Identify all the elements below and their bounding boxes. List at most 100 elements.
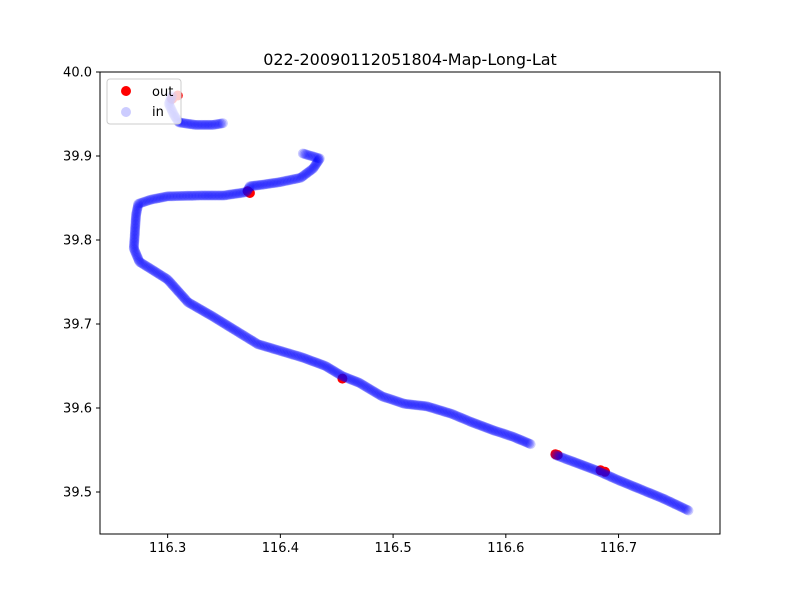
data-point-in	[636, 484, 647, 495]
y-tick-label: 39.6	[63, 402, 92, 417]
data-point-in	[634, 483, 645, 494]
data-point-out	[600, 466, 610, 477]
data-point-in	[656, 492, 666, 503]
data-point-in	[281, 347, 291, 358]
data-point-in	[675, 501, 686, 512]
data-point-in	[228, 189, 239, 199]
data-point-in	[204, 309, 214, 320]
data-point-in	[195, 119, 205, 130]
data-point-in	[465, 416, 476, 427]
data-point-in	[279, 347, 290, 358]
data-point-in	[337, 371, 348, 382]
data-point-in	[174, 287, 185, 298]
data-point-in	[246, 335, 257, 346]
data-point-in	[583, 462, 593, 473]
data-point-in	[360, 381, 371, 392]
data-point-in	[264, 342, 275, 353]
data-point-in	[507, 431, 518, 442]
data-point-in	[130, 215, 141, 226]
data-point-in	[562, 454, 573, 465]
data-point-in	[193, 190, 204, 201]
data-point-in	[551, 450, 562, 461]
y-tick-label: 40.0	[63, 66, 92, 81]
data-point-in	[476, 420, 487, 431]
data-point-in	[299, 170, 309, 181]
data-point-in	[658, 493, 669, 504]
data-point-in	[129, 235, 140, 245]
data-point-in	[351, 376, 362, 387]
data-point-in	[200, 119, 211, 130]
data-point-in	[236, 329, 247, 339]
data-point-in	[682, 504, 693, 515]
data-point-in	[579, 460, 590, 471]
data-point-in	[131, 208, 142, 219]
data-point-in	[413, 400, 424, 411]
data-point-in	[215, 316, 226, 326]
data-point-in	[166, 278, 177, 289]
data-point-in	[585, 463, 596, 474]
data-point-in	[388, 395, 399, 405]
data-point-in	[301, 168, 312, 179]
data-point-in	[269, 177, 280, 188]
data-point-in	[368, 386, 379, 396]
data-point-in	[187, 300, 198, 310]
data-point-in	[316, 359, 327, 370]
data-point-in	[510, 432, 521, 443]
data-point-in	[170, 191, 180, 202]
data-point-in	[143, 262, 154, 273]
data-point-in	[255, 340, 266, 350]
data-point-in	[258, 340, 269, 351]
data-point-in	[332, 368, 343, 379]
data-point-in	[605, 471, 616, 482]
data-point-in	[137, 197, 148, 208]
data-point-in	[216, 118, 227, 129]
data-point-in	[130, 222, 141, 233]
data-point-in	[234, 188, 245, 199]
data-point-in	[276, 346, 287, 357]
data-point-in	[442, 407, 453, 418]
data-point-in	[477, 421, 488, 432]
data-point-in	[424, 402, 435, 413]
x-tick-label: 116.3	[149, 541, 186, 556]
data-point-in	[188, 119, 198, 130]
data-point-in	[393, 396, 404, 407]
data-point-in	[524, 438, 535, 449]
data-point-in	[295, 351, 306, 362]
data-point-in	[378, 391, 389, 402]
data-point-in	[130, 225, 140, 236]
data-point-in	[475, 420, 485, 431]
data-point-in	[523, 438, 533, 448]
data-point-in	[462, 415, 473, 426]
data-point-in	[473, 419, 484, 430]
data-point-in	[430, 403, 441, 414]
data-point-in	[269, 344, 280, 355]
data-point-in	[204, 119, 215, 130]
data-point-in	[568, 456, 579, 467]
data-point-in	[309, 357, 320, 367]
data-point-in	[569, 457, 580, 468]
data-point-in	[621, 478, 632, 489]
data-point-out	[337, 373, 348, 384]
data-point-in	[628, 481, 639, 492]
y-tick-label: 39.8	[63, 234, 92, 249]
data-point-in	[209, 119, 220, 130]
data-point-in	[154, 193, 165, 203]
data-point-in	[375, 390, 386, 401]
data-point-in	[336, 370, 347, 381]
data-point-in	[168, 281, 179, 291]
data-point-in	[608, 472, 619, 483]
data-point-in	[185, 119, 196, 130]
data-point-in	[589, 464, 600, 475]
plot-frame	[99, 71, 721, 535]
data-point-in	[182, 297, 193, 308]
data-point-in	[493, 427, 504, 437]
data-point-in	[210, 190, 221, 201]
data-point-in	[288, 349, 298, 360]
data-point-in	[342, 373, 353, 384]
data-point-in	[247, 180, 258, 191]
data-point-in	[299, 353, 310, 364]
data-point-in	[206, 119, 217, 130]
data-point-in	[133, 200, 143, 211]
data-point-in	[138, 259, 149, 270]
data-point-in	[364, 383, 375, 394]
